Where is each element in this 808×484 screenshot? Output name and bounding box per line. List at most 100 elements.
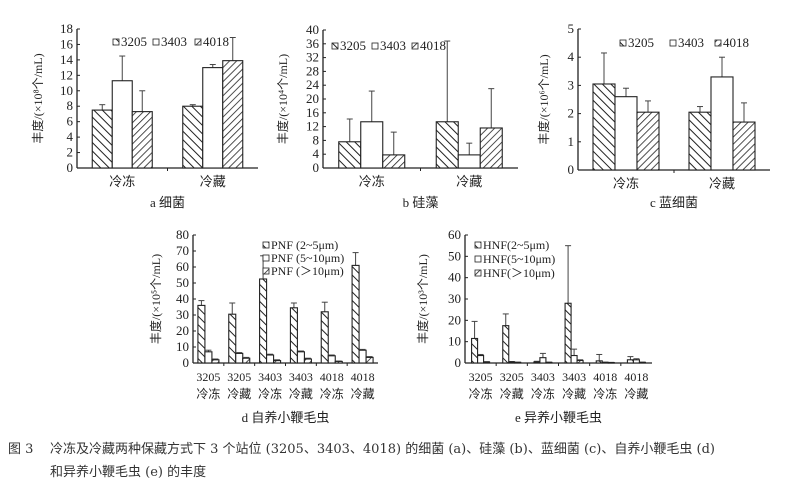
legend-swatch — [714, 39, 722, 47]
y-tick-label: 0 — [568, 162, 575, 177]
y-tick-label: 70 — [176, 243, 189, 258]
y-axis-label: 丰度/(×10³个/mL) — [415, 254, 430, 344]
y-tick-label: 10 — [448, 334, 461, 349]
x-tick-label: 4018 — [320, 370, 344, 384]
legend-label: 4018 — [203, 34, 229, 49]
bar-hnf10m — [514, 361, 522, 364]
legend-swatch — [371, 42, 379, 50]
x-tick-label: 3403 — [289, 370, 313, 384]
bar-4018 — [636, 111, 660, 171]
x-tick-label: 3205 — [227, 370, 251, 384]
bar-3205 — [182, 105, 204, 169]
bar-pnf10m — [273, 360, 282, 364]
x-tick-label: 冷冻 — [320, 386, 344, 401]
legend-swatch — [669, 39, 677, 47]
x-tick-label: 3205 — [196, 370, 220, 384]
bar-4018 — [732, 121, 756, 171]
bar-3403 — [202, 67, 224, 169]
x-tick-label: 冷藏 — [500, 387, 524, 401]
bar-pnf25m — [320, 311, 329, 364]
legend-swatch — [331, 42, 339, 50]
y-tick-label: 50 — [176, 275, 189, 290]
x-tick-label: 冷冻 — [258, 386, 282, 401]
legend-label: 3403 — [678, 35, 704, 50]
y-tick-label: 4 — [67, 129, 74, 144]
y-tick-label: 12 — [60, 67, 73, 82]
y-tick-label: 12 — [306, 119, 319, 134]
bar-hnf10m — [576, 359, 584, 364]
x-tick-label: 冷藏 — [562, 387, 586, 401]
y-tick-label: 80 — [176, 227, 189, 242]
bar-pnf10m — [303, 358, 312, 364]
legend-label: 4018 — [420, 38, 446, 53]
y-axis-label: 丰度/(×10⁶个/mL) — [536, 54, 551, 144]
legend-swatch — [194, 38, 202, 46]
x-tick-label: 冷藏 — [227, 387, 251, 401]
legend-label: 3403 — [380, 38, 406, 53]
y-tick-label: 20 — [306, 91, 319, 106]
legend-label: HNF(＞10μm) — [483, 266, 555, 280]
legend-label: HNF(2~5μm) — [483, 238, 549, 252]
x-tick-label: 冷藏 — [456, 174, 482, 189]
x-tick-label: 冷冻 — [196, 386, 220, 401]
caption-line-2: 和异养小鞭毛虫 (e) 的丰度 — [50, 465, 207, 480]
bar-hnf10m — [607, 362, 615, 364]
legend-label: 3403 — [161, 34, 187, 49]
bar-hnf10m — [545, 361, 553, 364]
bar-hnf25m — [533, 361, 541, 364]
y-tick-label: 3 — [568, 77, 575, 92]
y-tick-label: 0 — [67, 160, 74, 175]
bar-pnf510m — [358, 349, 367, 364]
legend-label: PNF (＞10μm) — [271, 264, 344, 278]
legend-label: HNF(5~10μm) — [483, 252, 555, 266]
y-tick-label: 0 — [313, 160, 320, 175]
legend-swatch — [262, 241, 270, 249]
legend-swatch — [262, 254, 270, 262]
bar-3403 — [457, 154, 481, 169]
y-axis-label: 丰度/(×10⁵个/mL) — [148, 254, 163, 344]
legend-swatch — [474, 241, 482, 249]
chart-title: e 异养小鞭毛虫 — [515, 410, 602, 425]
y-tick-label: 30 — [176, 307, 189, 322]
y-tick-label: 16 — [306, 105, 320, 120]
chart-title: a 细菌 — [150, 195, 185, 210]
y-axis-label: 丰度/(×10⁴个/mL) — [275, 54, 290, 144]
legend-swatch — [262, 267, 270, 275]
legend-swatch — [619, 39, 627, 47]
bar-hnf510m — [477, 354, 485, 364]
y-tick-label: 40 — [176, 291, 189, 306]
x-tick-label: 冷藏 — [624, 387, 648, 401]
y-tick-label: 50 — [448, 248, 461, 263]
bar-3205 — [338, 141, 362, 169]
bar-3205 — [592, 83, 616, 171]
y-axis-label: 丰度/(×10⁸个/mL) — [30, 53, 45, 143]
y-tick-label: 16 — [60, 36, 74, 51]
legend-label: 3205 — [340, 38, 366, 53]
bar-pnf25m — [259, 278, 268, 364]
y-tick-label: 30 — [448, 291, 461, 306]
x-tick-label: 冷冻 — [109, 174, 135, 189]
bar-4018 — [222, 60, 244, 169]
x-tick-label: 冷冻 — [469, 386, 493, 401]
x-tick-label: 冷冻 — [593, 386, 617, 401]
x-tick-label: 冷冻 — [531, 386, 555, 401]
bar-3403 — [111, 80, 133, 169]
chart-title: d 自养小鞭毛虫 — [242, 410, 330, 425]
bar-4018 — [382, 154, 406, 169]
y-tick-label: 5 — [568, 21, 575, 36]
bar-4018 — [479, 127, 503, 169]
y-tick-label: 14 — [60, 52, 74, 67]
legend-label: PNF (5~10μm) — [271, 251, 344, 265]
legend-swatch — [152, 38, 160, 46]
bar-pnf10m — [211, 359, 220, 364]
legend-swatch — [474, 269, 482, 277]
x-tick-label: 冷藏 — [709, 176, 735, 191]
bar-hnf510m — [632, 359, 640, 364]
x-tick-label: 3403 — [531, 370, 555, 384]
legend-label: 3205 — [121, 34, 147, 49]
figure-number: 图 3 — [8, 442, 34, 457]
